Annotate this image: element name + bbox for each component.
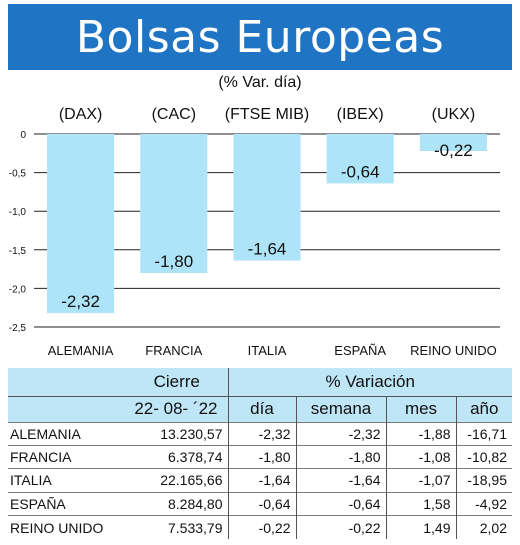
- cell-cierre: 13.230,57: [126, 421, 228, 446]
- cell-dia: -0,64: [227, 491, 296, 516]
- cell-semana: -0,64: [295, 491, 386, 516]
- table-row: REINO UNIDO 7.533,79 -0,22 -0,22 1,49 2,02: [8, 515, 512, 539]
- cell-ano: -4,92: [455, 491, 512, 516]
- header-semana: semana: [295, 395, 386, 422]
- cell-mes: -1,08: [385, 444, 456, 469]
- cell-ano: -10,82: [455, 444, 512, 469]
- bar: [233, 134, 301, 261]
- cell-cierre: 7.533,79: [126, 515, 228, 539]
- x-tick-label: FRANCIA: [145, 343, 202, 358]
- header-cierre: Cierre: [126, 368, 228, 396]
- y-tick-label: -1,5: [9, 246, 27, 257]
- cell-ano: -18,95: [455, 468, 512, 493]
- row-country: REINO UNIDO: [8, 515, 126, 539]
- x-tick-label: ALEMANIA: [48, 343, 114, 358]
- table-row: ALEMANIA 13.230,57 -2,32 -2,32 -1,88 -16,71: [8, 421, 512, 446]
- cell-ano: 2,02: [455, 515, 512, 539]
- table-header-row: Cierre % Variación: [8, 368, 512, 396]
- data-label: -2,32: [61, 292, 100, 311]
- row-country: ESPAÑA: [8, 491, 126, 516]
- x-tick-label: ITALIA: [248, 343, 287, 358]
- cell-dia: -0,22: [227, 515, 296, 539]
- cell-cierre: 8.284,80: [126, 491, 228, 516]
- cell-semana: -0,22: [295, 515, 386, 539]
- cell-dia: -1,80: [227, 444, 296, 469]
- bar-chart: 0 -0,5 -1,0 -1,5 -2,0 -2,5 (DAX) ALEMANIA -2,32 (…: [9, 106, 500, 358]
- table-row: ESPAÑA 8.284,80 -0,64 -0,64 1,58 -4,92: [8, 491, 512, 516]
- data-label: -1,80: [154, 252, 193, 271]
- title-banner: Bolsas Europeas: [8, 4, 512, 70]
- cell-cierre: 6.378,74: [126, 444, 228, 469]
- row-country: ALEMANIA: [8, 421, 126, 446]
- header-date: 22- 08- ´22: [126, 395, 228, 422]
- data-label: -0,22: [434, 141, 473, 160]
- y-tick-label: -2,5: [9, 323, 27, 334]
- y-tick-label: -1,0: [9, 207, 27, 218]
- bar: [140, 134, 208, 273]
- cell-mes: -1,07: [385, 468, 456, 493]
- table-subheader-row: 22- 08- ´22 día semana mes año: [8, 395, 512, 422]
- x-tick-label: REINO UNIDO: [410, 343, 497, 358]
- index-label: (FTSE MIB): [225, 106, 309, 123]
- cell-mes: -1,88: [385, 421, 456, 446]
- bar: [419, 134, 487, 151]
- x-tick-label: ESPAÑA: [334, 343, 386, 358]
- cell-ano: -16,71: [455, 421, 512, 446]
- y-tick-label: 0: [20, 130, 26, 141]
- header-variacion: % Variación: [227, 368, 512, 396]
- chart-title: Bolsas Europeas: [75, 11, 445, 63]
- bar: [47, 134, 115, 314]
- index-label: (CAC): [152, 106, 196, 123]
- chart-subtitle: (% Var. día): [218, 74, 302, 91]
- table-row: FRANCIA 6.378,74 -1,80 -1,80 -1,08 -10,82: [8, 444, 512, 469]
- header-empty: [8, 368, 126, 396]
- data-label: -0,64: [341, 162, 380, 181]
- header-ano: año: [455, 395, 512, 422]
- cell-semana: -2,32: [295, 421, 386, 446]
- cell-semana: -1,80: [295, 444, 386, 469]
- index-label: (IBEX): [337, 106, 384, 123]
- cell-mes: 1,58: [385, 491, 456, 516]
- cell-cierre: 22.165,66: [126, 468, 228, 493]
- index-label: (UKX): [432, 106, 476, 123]
- subheader-empty: [8, 395, 126, 422]
- data-label: -1,64: [248, 240, 287, 259]
- header-dia: día: [227, 395, 296, 422]
- cell-semana: -1,64: [295, 468, 386, 493]
- table-row: ITALIA 22.165,66 -1,64 -1,64 -1,07 -18,95: [8, 468, 512, 493]
- y-tick-label: -0,5: [9, 169, 27, 180]
- cell-dia: -2,32: [227, 421, 296, 446]
- quotes-table: Cierre % Variación 22- 08- ´22 día seman…: [8, 368, 512, 539]
- bar: [326, 134, 394, 184]
- header-mes: mes: [385, 395, 456, 422]
- cell-dia: -1,64: [227, 468, 296, 493]
- y-tick-label: -2,0: [9, 284, 27, 295]
- row-country: FRANCIA: [8, 444, 126, 469]
- index-label: (DAX): [59, 106, 103, 123]
- cell-mes: 1,49: [385, 515, 456, 539]
- row-country: ITALIA: [8, 468, 126, 493]
